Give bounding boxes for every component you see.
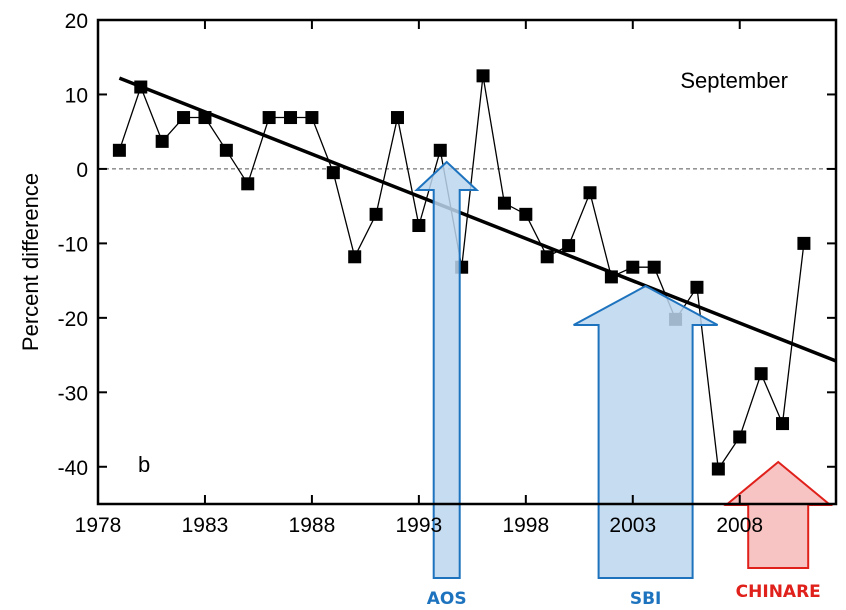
data-point: [198, 111, 212, 125]
data-point: [348, 250, 362, 264]
y-tick-label: -20: [58, 308, 88, 331]
x-tick-label: 2003: [609, 514, 656, 537]
data-point: [177, 111, 191, 125]
data-point: [305, 111, 319, 125]
y-tick-label: -40: [58, 457, 88, 480]
data-point: [497, 196, 511, 210]
arrow-label-chinare: CHINARE: [736, 582, 821, 602]
x-tick-label: 1998: [502, 514, 549, 537]
data-point: [733, 430, 747, 444]
data-point: [112, 143, 126, 157]
month-label: September: [680, 68, 788, 93]
y-tick-label: 10: [65, 84, 88, 107]
data-point: [776, 417, 790, 431]
data-point: [326, 166, 340, 180]
data-point: [390, 111, 404, 125]
y-tick-label: -30: [58, 382, 88, 405]
data-point: [562, 239, 576, 253]
panel-label: b: [138, 452, 150, 477]
data-point: [754, 367, 768, 381]
data-point: [690, 280, 704, 294]
data-point: [519, 207, 533, 221]
data-point: [433, 143, 447, 157]
data-point: [583, 186, 597, 200]
x-tick-label: 1978: [75, 514, 122, 537]
y-tick-label: -10: [58, 233, 88, 256]
data-point: [369, 207, 383, 221]
data-point: [219, 143, 233, 157]
data-point: [711, 462, 725, 476]
data-point: [540, 250, 554, 264]
plot-frame: [96, 18, 838, 506]
data-point: [604, 270, 618, 284]
x-tick-label: 2008: [716, 514, 763, 537]
data-point: [647, 260, 661, 274]
x-tick-label: 1993: [396, 514, 443, 537]
data-point: [626, 260, 640, 274]
trend-line: [118, 76, 836, 363]
data-point: [241, 177, 255, 191]
y-tick-label: 0: [76, 159, 88, 182]
data-point: [155, 134, 169, 148]
x-tick-label: 1983: [182, 514, 229, 537]
data-point: [134, 80, 148, 94]
data-point: [284, 111, 298, 125]
data-point: [476, 69, 490, 83]
x-tick-label: 1988: [289, 514, 336, 537]
arrow-aos: [414, 160, 480, 579]
data-point: [262, 111, 276, 125]
y-tick-label: 20: [65, 10, 88, 33]
arrow-label-aos: AOS: [427, 589, 467, 609]
data-point: [797, 236, 811, 250]
y-axis-label: Percent difference: [18, 173, 43, 351]
arrow-label-sbi: SBI: [630, 589, 662, 609]
data-point: [412, 219, 426, 233]
